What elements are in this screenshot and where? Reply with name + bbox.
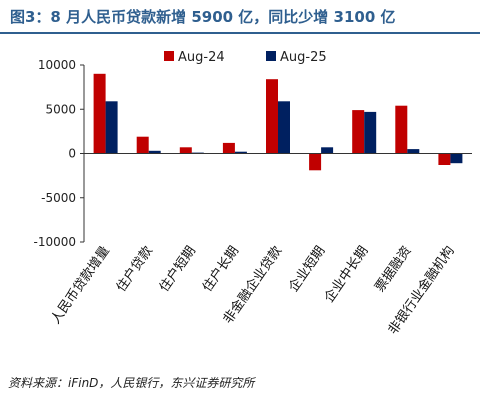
bar-aug-25-3 [234, 151, 247, 154]
legend-swatch-aug-25 [266, 51, 276, 61]
figure-title: 图3：8 月人民币贷款新增 5900 亿，同比少增 3100 亿 [10, 8, 396, 26]
legend-swatch-aug-24 [164, 51, 174, 61]
bar-aug-25-1 [148, 150, 161, 154]
title-divider [0, 32, 480, 34]
bar-aug-25-4 [278, 101, 290, 154]
bar-aug-24-0 [93, 73, 106, 154]
y-tick-label: -10000 [33, 235, 76, 249]
bar-aug-25-7 [407, 149, 420, 154]
x-category-label: 企业中长期 [321, 243, 371, 305]
legend-label-aug-24: Aug-24 [178, 50, 225, 65]
bar-aug-24-5 [309, 153, 322, 171]
x-category-label: 票据融资 [372, 244, 414, 295]
bar-aug-24-2 [179, 147, 192, 154]
y-tick-label: 10000 [38, 58, 76, 72]
bar-aug-24-7 [395, 105, 408, 154]
bars [93, 73, 463, 171]
bar-aug-24-6 [352, 110, 365, 154]
x-category-label: 人民币贷款增量 [48, 244, 112, 327]
source-note: 资料来源：iFinD，人民银行，东兴证券研究所 [8, 376, 255, 390]
bar-aug-24-8 [438, 153, 451, 165]
chart-legend: Aug-24 Aug-25 [164, 50, 327, 65]
bar-aug-24-3 [222, 142, 235, 154]
x-category-label: 住户长期 [199, 243, 242, 295]
bar-aug-25-8 [450, 153, 463, 164]
bar-aug-25-6 [364, 111, 377, 154]
y-tick-label: -5000 [41, 191, 76, 205]
x-category-label: 企业短期 [285, 243, 328, 295]
legend-label-aug-25: Aug-25 [280, 50, 327, 65]
bar-aug-25-0 [105, 101, 118, 154]
bar-aug-25-5 [321, 147, 334, 154]
y-axis: -10000 -5000 0 5000 10000 [33, 58, 85, 249]
x-category-label: 住户贷款 [113, 243, 156, 295]
y-tick-label: 5000 [45, 102, 76, 116]
bar-aug-24-4 [266, 79, 278, 154]
y-tick-label: 0 [68, 147, 76, 161]
bar-aug-24-1 [136, 136, 149, 154]
x-category-label: 住户短期 [156, 243, 199, 295]
